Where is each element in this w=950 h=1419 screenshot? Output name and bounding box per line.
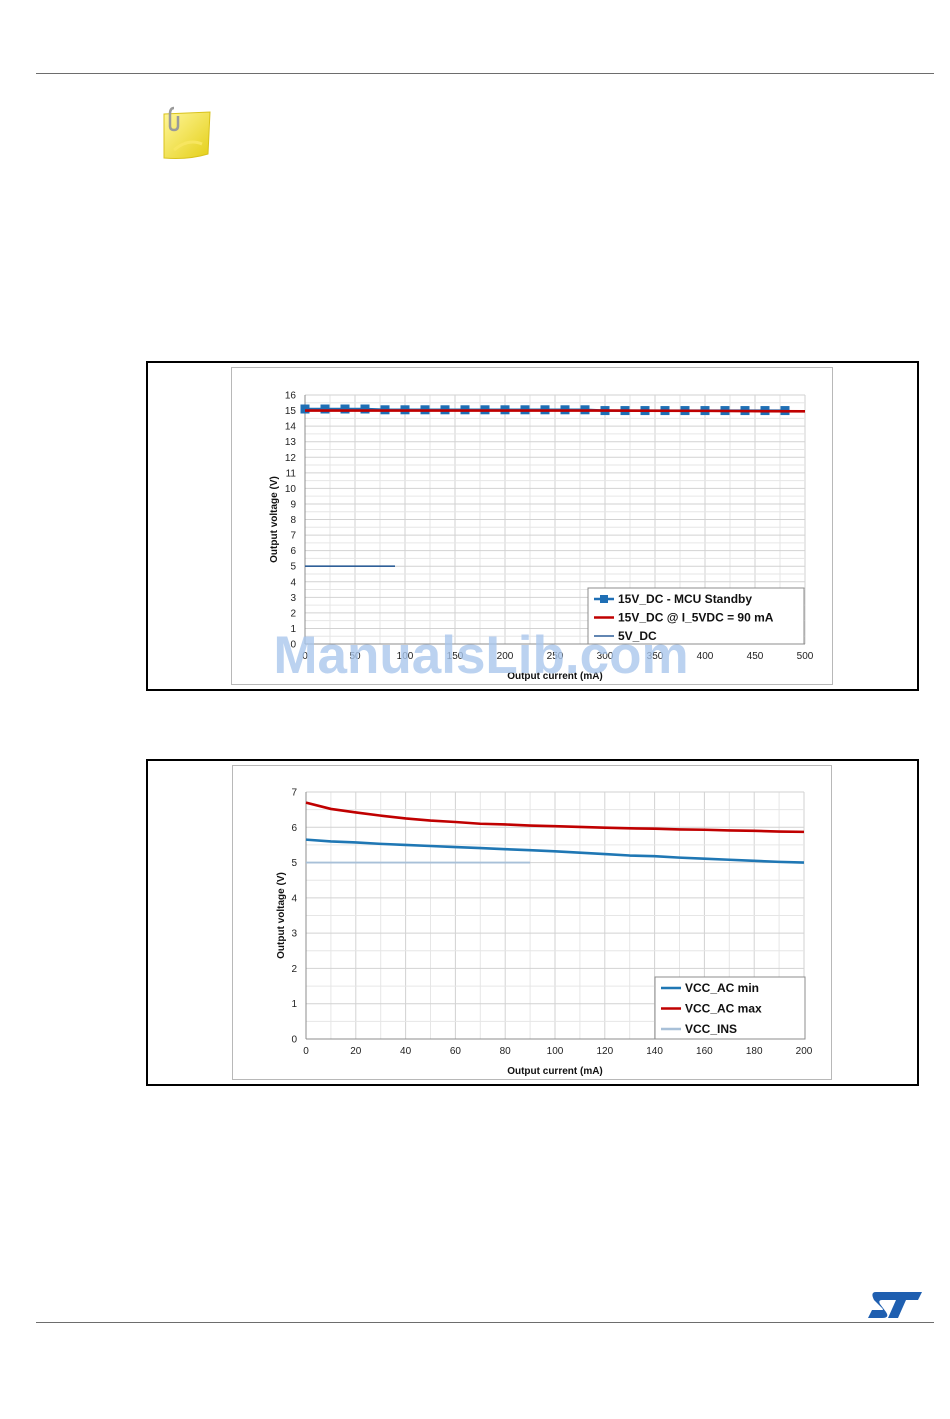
footer-rule [36, 1322, 934, 1323]
x-axis-title: Output current (mA) [507, 671, 603, 682]
x-tick-label: 150 [447, 651, 464, 662]
y-tick-label: 4 [290, 577, 296, 588]
x-tick-label: 500 [797, 651, 814, 662]
y-tick-label: 4 [291, 893, 297, 904]
y-tick-label: 9 [290, 499, 296, 510]
y-tick-label: 0 [291, 1035, 297, 1046]
y-tick-label: 6 [290, 546, 296, 557]
y-tick-label: 5 [290, 562, 296, 573]
x-tick-label: 0 [302, 651, 308, 662]
legend-marker [600, 595, 608, 603]
x-tick-label: 100 [397, 651, 414, 662]
y-axis-title: Output voltage (V) [276, 872, 287, 959]
y-tick-label: 2 [290, 608, 296, 619]
legend-label: VCC_INS [685, 1022, 737, 1036]
x-tick-label: 60 [450, 1046, 462, 1057]
legend-label: VCC_AC min [685, 981, 759, 995]
x-tick-label: 350 [647, 651, 664, 662]
watermark: ManualsLib.com [273, 626, 689, 685]
y-tick-label: 12 [285, 453, 297, 464]
y-tick-label: 8 [290, 515, 296, 526]
x-axis-title: Output current (mA) [507, 1066, 603, 1077]
x-tick-label: 180 [746, 1046, 763, 1057]
series-line-1 [305, 801, 805, 834]
y-tick-label: 3 [290, 593, 296, 604]
series-line-1 [305, 409, 806, 413]
y-tick-label: 6 [291, 823, 297, 834]
x-tick-label: 400 [697, 651, 714, 662]
y-axis-title: Output voltage (V) [269, 476, 280, 563]
x-tick-label: 50 [349, 651, 361, 662]
legend-label: 5V_DC [618, 629, 657, 643]
x-tick-label: 300 [597, 651, 614, 662]
x-tick-label: 140 [646, 1046, 663, 1057]
y-tick-label: 14 [285, 422, 297, 433]
y-tick-label: 2 [291, 964, 297, 975]
legend-box [587, 587, 805, 645]
x-tick-label: 20 [350, 1046, 362, 1057]
y-tick-label: 13 [285, 437, 297, 448]
y-tick-label: 0 [290, 640, 296, 651]
y-tick-label: 1 [290, 624, 296, 635]
chart-vcc-output: 0 20 40 60 80 100 120 140 160 180 200 0 1 2 3 4 5 6 7 Outpu… [232, 765, 832, 1080]
series-point-0 [320, 404, 330, 414]
y-tick-label: 10 [285, 484, 297, 495]
y-tick-label: 15 [285, 406, 297, 417]
note-icon [163, 106, 211, 159]
x-tick-label: 40 [400, 1046, 412, 1057]
y-tick-label: 5 [291, 858, 297, 869]
series-point-0 [340, 404, 350, 414]
x-tick-label: 200 [796, 1046, 813, 1057]
x-tick-label: 160 [696, 1046, 713, 1057]
y-tick-label: 7 [290, 531, 296, 542]
x-tick-label: 80 [500, 1046, 512, 1057]
y-tick-label: 16 [285, 391, 297, 402]
x-tick-label: 0 [303, 1046, 309, 1057]
legend-label: 15V_DC - MCU Standby [618, 592, 752, 606]
chart-15v-output: 0 50 100 150 200 250 300 350 400 450 5000123456789… [231, 367, 833, 685]
legend-label: 15V_DC @ I_5VDC = 90 mA [618, 611, 774, 625]
header-rule [36, 73, 934, 74]
x-tick-label: 100 [547, 1046, 564, 1057]
y-tick-label: 1 [291, 999, 297, 1010]
x-tick-label: 200 [497, 651, 514, 662]
y-tick-label: 3 [291, 929, 297, 940]
y-tick-label: 11 [286, 468, 297, 479]
st-logo-icon [868, 1292, 922, 1318]
y-tick-label: 7 [291, 788, 297, 799]
legend-label: VCC_AC max [685, 1002, 762, 1016]
x-tick-label: 120 [596, 1046, 613, 1057]
x-tick-label: 250 [547, 651, 564, 662]
series-point-0 [360, 404, 370, 414]
x-tick-label: 450 [747, 651, 764, 662]
series-line-0 [305, 838, 805, 864]
series-point-0 [300, 404, 310, 414]
